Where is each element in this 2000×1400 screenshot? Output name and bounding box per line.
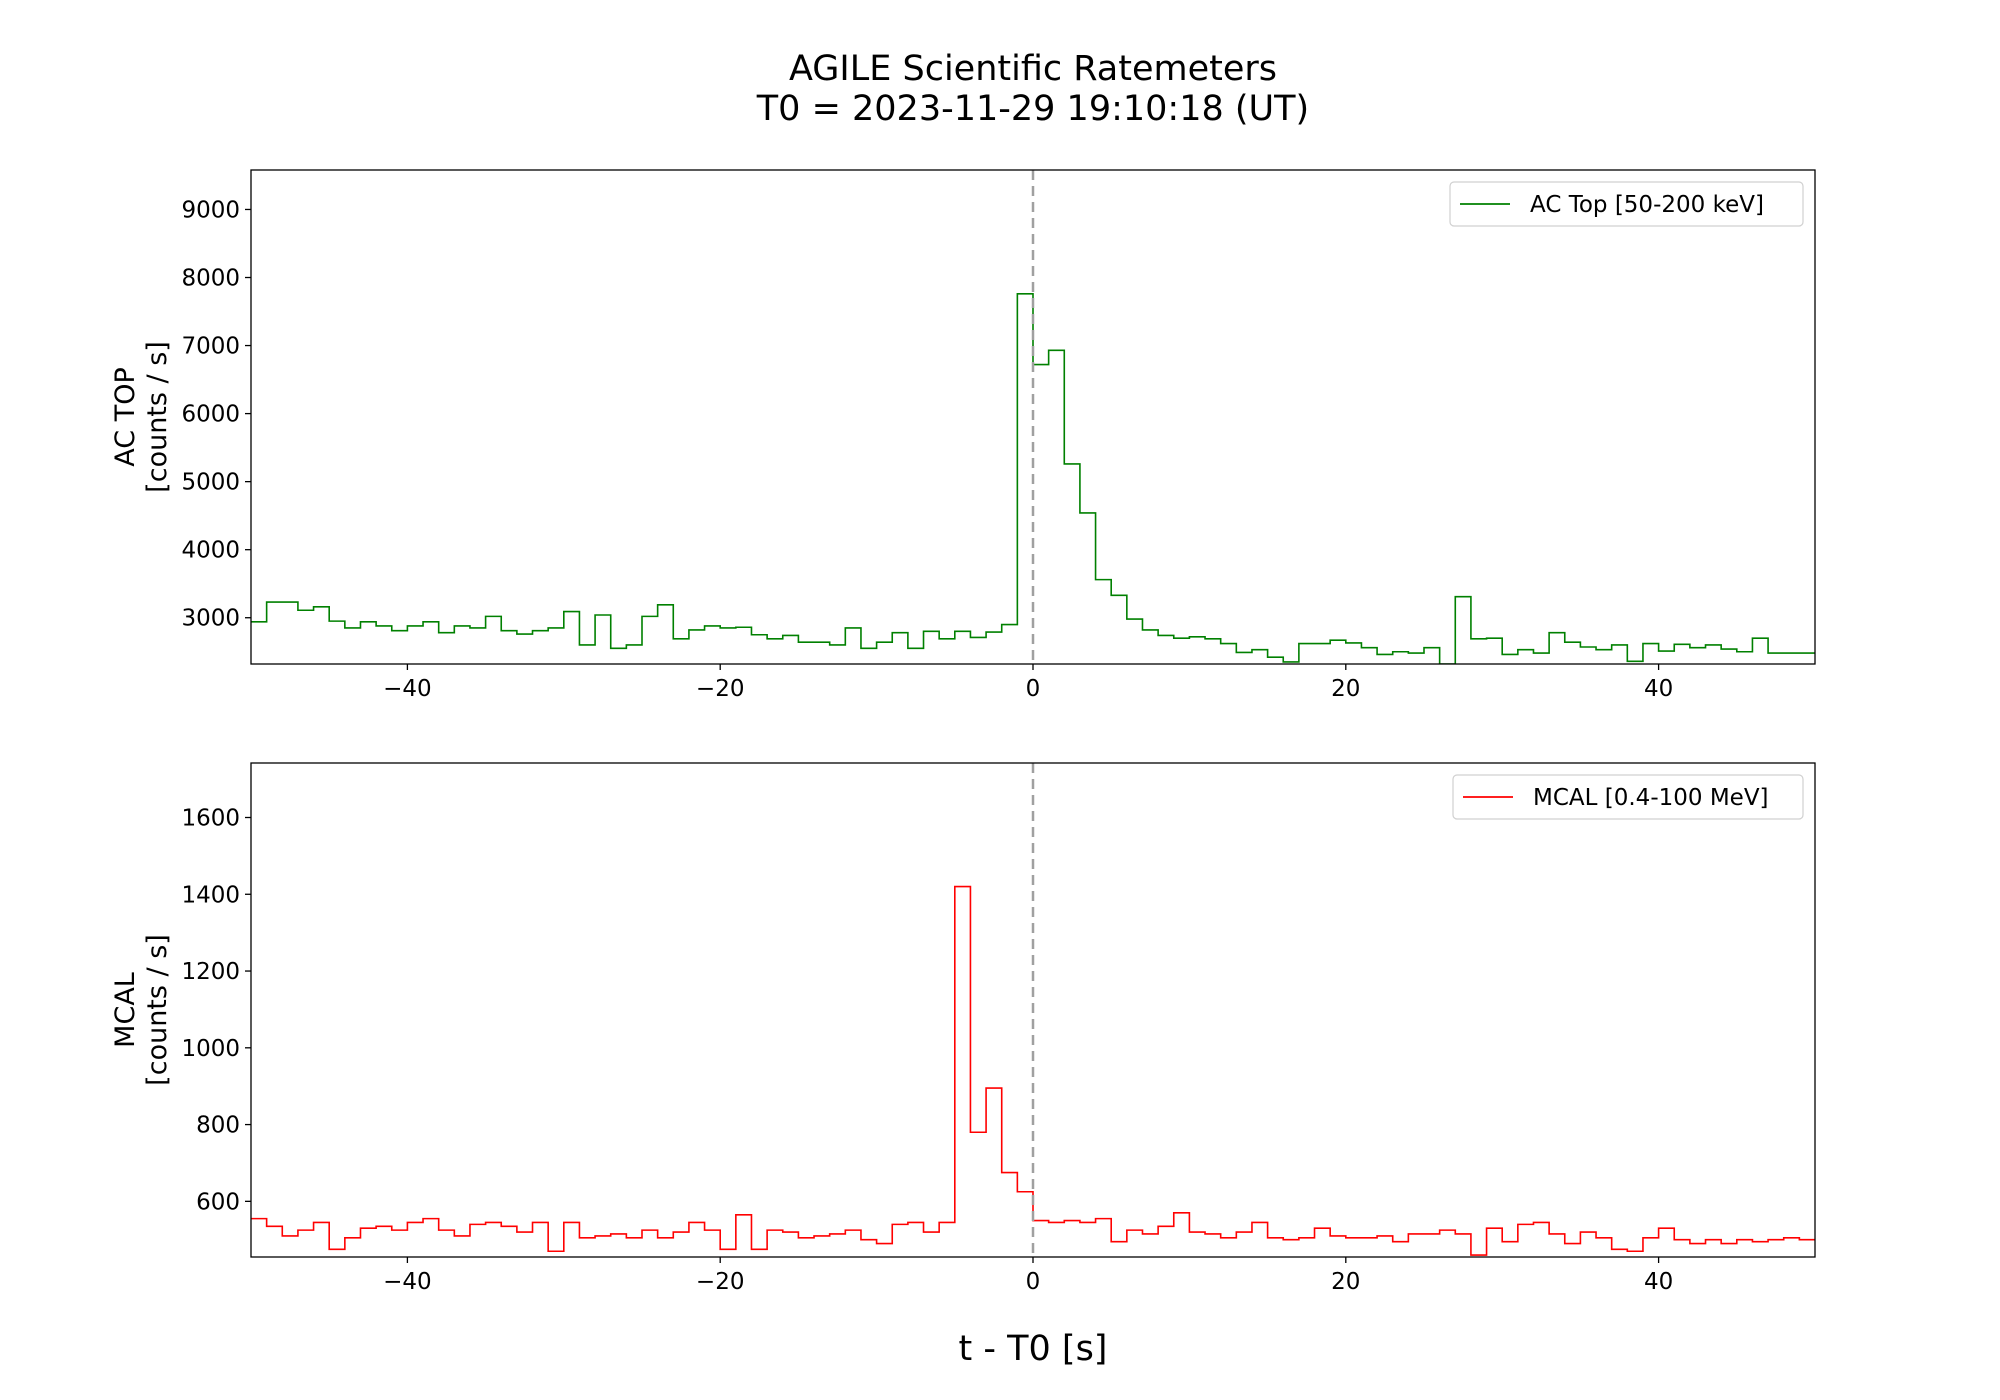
x-tick-label: 40 xyxy=(1644,676,1673,702)
y-tick-label: 800 xyxy=(196,1113,240,1139)
y-tick-label: 1000 xyxy=(181,1036,240,1062)
x-tick-label: −40 xyxy=(383,1269,432,1295)
y-tick-label: 5000 xyxy=(181,470,240,496)
y-tick-label: 3000 xyxy=(181,606,240,632)
legend-label: AC Top [50-200 keV] xyxy=(1530,192,1764,218)
legend-label: MCAL [0.4-100 MeV] xyxy=(1533,785,1769,811)
y-axis-label-line1: AC TOP xyxy=(110,367,141,466)
figure-title-line2: T0 = 2023-11-29 19:10:18 (UT) xyxy=(756,89,1309,129)
y-tick-label: 1600 xyxy=(181,806,240,832)
ac-top-y-axis-label: AC TOP [counts / s] xyxy=(110,341,173,493)
panel-ac-top: −40 −20 0 20 40 3000 4000 5000 6000 7000 8000 9000 A… xyxy=(110,169,1816,702)
x-axis-label: t - T0 [s] xyxy=(959,1329,1108,1369)
panel-mcal: −40 −20 0 20 40 600 800 1000 1200 1400 1600 MCAL [co… xyxy=(110,762,1816,1295)
mcal-plot-area xyxy=(251,885,1815,1256)
ac-top-plot-area xyxy=(251,293,1815,664)
x-tick-label: 0 xyxy=(1026,676,1041,702)
y-tick-label: 1400 xyxy=(181,882,240,908)
figure-title-line1: AGILE Scientific Ratemeters xyxy=(789,49,1277,89)
y-axis-label-line2: [counts / s] xyxy=(142,341,173,493)
y-tick-label: 1200 xyxy=(181,959,240,985)
x-tick-label: −40 xyxy=(383,676,432,702)
y-axis-label-line1: MCAL xyxy=(110,972,141,1048)
ac-top-series-line xyxy=(251,293,1815,664)
y-tick-label: 600 xyxy=(196,1189,240,1215)
y-tick-label: 4000 xyxy=(181,538,240,564)
y-tick-label: 8000 xyxy=(181,266,240,292)
x-tick-label: −20 xyxy=(696,1269,745,1295)
x-tick-label: 40 xyxy=(1644,1269,1673,1295)
mcal-legend: MCAL [0.4-100 MeV] xyxy=(1452,774,1804,820)
y-axis-label-line2: [counts / s] xyxy=(142,934,173,1086)
y-tick-label: 9000 xyxy=(181,197,240,223)
legend-box xyxy=(1452,774,1804,820)
x-tick-label: 20 xyxy=(1331,676,1360,702)
y-tick-label: 6000 xyxy=(181,402,240,428)
x-tick-label: 20 xyxy=(1331,1269,1360,1295)
y-tick-label: 7000 xyxy=(181,334,240,360)
x-tick-label: −20 xyxy=(696,676,745,702)
x-tick-label: 0 xyxy=(1026,1269,1041,1295)
mcal-series-line xyxy=(251,885,1815,1256)
ac-top-legend: AC Top [50-200 keV] xyxy=(1449,181,1804,227)
legend-box xyxy=(1449,181,1804,227)
mcal-y-axis-label: MCAL [counts / s] xyxy=(110,934,173,1086)
